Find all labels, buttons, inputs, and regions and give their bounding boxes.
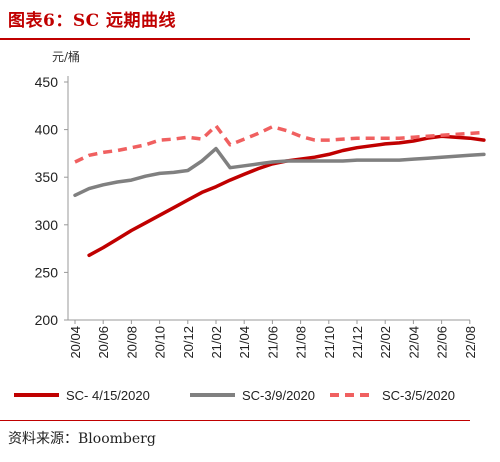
source-note: 资料来源：Bloomberg: [8, 431, 156, 447]
y-tick-label: 450: [35, 74, 59, 90]
y-tick-label: 250: [35, 264, 59, 280]
x-tick-label: 20/06: [96, 326, 111, 359]
x-tick-label: 21/08: [294, 326, 309, 359]
x-tick-label: 20/10: [153, 326, 168, 359]
x-tick-label: 21/12: [350, 326, 365, 359]
x-tick-label: 20/12: [181, 326, 196, 359]
source-rule: [0, 420, 470, 421]
y-tick-label: 350: [35, 169, 59, 185]
x-tick-label: 21/10: [322, 326, 337, 359]
title-rule: [0, 38, 470, 40]
series-line-3: [74, 124, 485, 164]
y-tick-label: 300: [35, 217, 59, 233]
figure-title: 图表6：SC 远期曲线: [8, 11, 177, 31]
x-tick-label: 22/02: [378, 326, 393, 359]
legend-label-1: SC- 4/15/2020: [66, 388, 150, 403]
series-line-1: [87, 134, 486, 258]
sc-forward-curve-chart: 元/桶 200 250 300 350 400 450 20/04 20/06 20/08 20/1…: [14, 49, 486, 403]
x-tick-label: 21/04: [237, 326, 252, 359]
legend-label-3: SC-3/5/2020: [382, 388, 455, 403]
y-tick-label: 400: [35, 122, 59, 138]
x-tick-label: 20/04: [68, 326, 83, 359]
x-tick-label: 22/06: [435, 326, 450, 359]
y-unit-label: 元/桶: [52, 49, 80, 64]
y-tick-label: 200: [35, 312, 59, 328]
x-tick-label: 22/04: [406, 326, 421, 359]
x-tick-label: 22/08: [463, 326, 478, 359]
x-tick-label: 20/08: [124, 326, 139, 359]
series-line-2: [73, 146, 486, 198]
x-tick-label: 21/06: [265, 326, 280, 359]
x-tick-label: 21/02: [209, 326, 224, 359]
legend-label-2: SC-3/9/2020: [242, 388, 315, 403]
